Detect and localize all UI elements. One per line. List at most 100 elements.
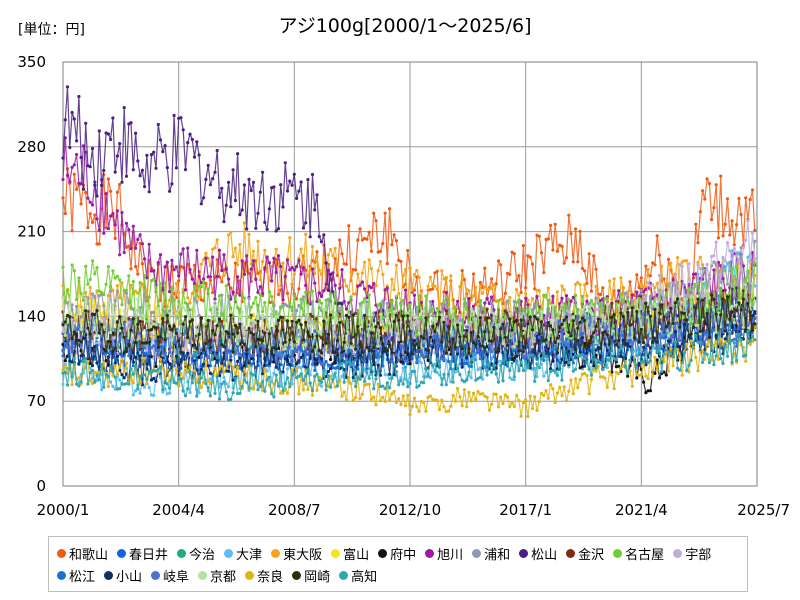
- data-point: [465, 308, 469, 312]
- data-point: [170, 182, 174, 186]
- data-point: [222, 375, 226, 380]
- data-point: [417, 294, 421, 298]
- data-point: [433, 271, 437, 275]
- data-point: [716, 236, 721, 240]
- data-point: [265, 270, 269, 274]
- data-point: [628, 288, 632, 292]
- data-point: [93, 183, 97, 187]
- data-point: [338, 309, 342, 313]
- data-point: [753, 261, 757, 265]
- data-point: [217, 195, 222, 200]
- data-point: [376, 269, 380, 273]
- data-point: [115, 284, 119, 288]
- data-point: [474, 355, 478, 359]
- data-point: [694, 272, 698, 276]
- data-point: [95, 266, 99, 270]
- data-point: [256, 350, 260, 354]
- data-point: [188, 391, 192, 395]
- data-point: [68, 180, 72, 184]
- data-point: [233, 246, 237, 250]
- data-point: [197, 274, 201, 278]
- data-point: [301, 350, 305, 354]
- data-point: [583, 269, 587, 273]
- data-point: [349, 295, 353, 299]
- data-point: [90, 203, 95, 207]
- data-point: [399, 259, 403, 264]
- data-point: [412, 339, 417, 343]
- data-point: [93, 272, 97, 276]
- data-point: [744, 196, 748, 200]
- data-point: [100, 183, 104, 187]
- data-point: [378, 249, 383, 253]
- data-point: [696, 261, 700, 265]
- data-point: [367, 356, 371, 360]
- data-point: [732, 289, 736, 293]
- data-point: [372, 349, 376, 353]
- data-point: [174, 354, 178, 358]
- data-point: [288, 179, 292, 183]
- data-point: [140, 262, 144, 266]
- data-point: [651, 261, 655, 265]
- data-point: [703, 268, 707, 272]
- data-point: [449, 274, 453, 278]
- data-point: [204, 256, 208, 260]
- x-tick-label: 2000/1: [37, 501, 90, 519]
- data-point: [256, 211, 260, 215]
- data-point: [297, 347, 301, 351]
- data-point: [623, 304, 628, 308]
- data-point: [75, 152, 79, 157]
- data-point: [517, 274, 521, 278]
- data-point: [290, 359, 294, 363]
- data-point: [458, 285, 462, 289]
- data-point: [285, 189, 290, 193]
- data-point: [179, 319, 183, 323]
- data-point: [712, 254, 716, 258]
- data-point: [347, 289, 351, 293]
- data-point: [222, 253, 226, 257]
- data-point: [435, 269, 439, 273]
- data-point: [685, 259, 689, 263]
- data-point: [100, 349, 104, 353]
- data-point: [272, 371, 276, 375]
- data-point: [703, 294, 707, 298]
- data-point: [433, 311, 437, 315]
- data-point: [195, 140, 199, 144]
- data-point: [304, 290, 308, 294]
- data-point: [721, 234, 725, 238]
- data-point: [646, 281, 650, 285]
- data-point: [426, 284, 430, 288]
- data-point: [211, 255, 215, 259]
- data-point: [716, 288, 721, 292]
- data-point: [122, 309, 126, 313]
- data-point: [215, 148, 219, 153]
- x-tick-label: 2004/4: [152, 501, 205, 519]
- data-point: [111, 303, 115, 307]
- data-point: [701, 189, 705, 193]
- data-point: [131, 393, 135, 397]
- data-point: [84, 290, 88, 295]
- data-point: [344, 284, 349, 288]
- data-point: [301, 313, 305, 317]
- data-point: [242, 183, 246, 187]
- data-point: [188, 341, 192, 345]
- data-point: [188, 268, 192, 272]
- data-point: [605, 348, 609, 353]
- data-point: [206, 275, 210, 279]
- data-point: [118, 142, 122, 146]
- data-point: [537, 289, 541, 293]
- data-point: [682, 322, 687, 326]
- data-point: [517, 352, 521, 356]
- data-point: [680, 264, 684, 269]
- data-point: [501, 312, 505, 316]
- data-point: [651, 283, 655, 287]
- data-point: [376, 363, 380, 367]
- data-point: [383, 373, 387, 377]
- data-point: [143, 274, 147, 278]
- data-point: [120, 373, 124, 377]
- data-point: [372, 211, 376, 215]
- data-point: [698, 255, 702, 259]
- data-point: [714, 240, 718, 244]
- data-point: [526, 303, 530, 307]
- data-point: [496, 259, 501, 263]
- data-point: [106, 355, 110, 359]
